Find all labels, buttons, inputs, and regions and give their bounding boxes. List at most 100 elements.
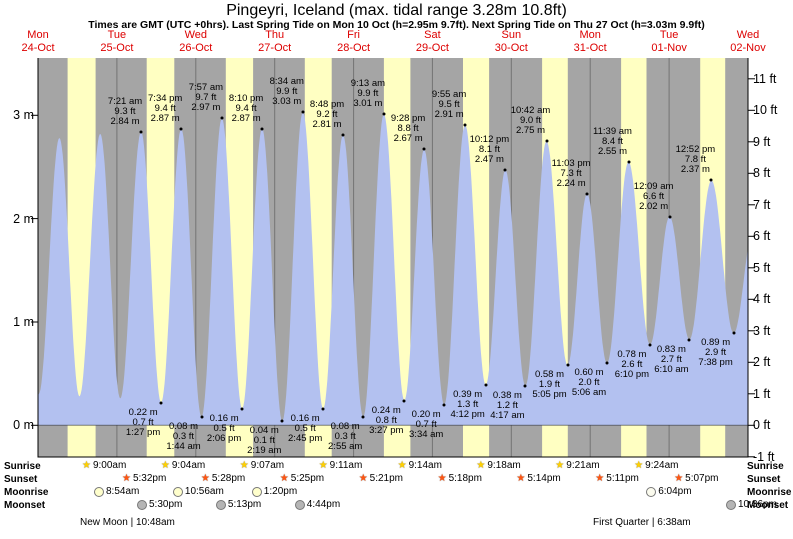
tide-point-dot [503,168,507,172]
high-tide-annotation: 9:55 am 9.5 ft 2.91 m [431,88,467,120]
high-tide-annotation: 12:09 am 6.6 ft 2.02 m [633,180,674,212]
moonrise-icon [251,486,262,497]
low-tide-annotation: 0.60 m 2.0 ft 5:06 am [571,367,607,399]
moonrise-icon [172,486,183,497]
high-tide-annotation: 7:57 am 9.7 ft 2.97 m [188,82,224,114]
meter-axis-label: 2 m [13,211,34,226]
sunset-icon: ★ [122,472,131,484]
high-tide-annotation: 9:28 pm 8.8 ft 2.67 m [390,113,426,145]
tide-point-dot [139,130,143,134]
low-tide-annotation: 0.83 m 2.7 ft 6:10 am [654,343,689,375]
moonrise-time: 8:54am [94,486,139,497]
tide-point-dot [159,401,163,405]
tide-point-dot [220,116,224,120]
day-label: Tue 25-Oct [100,29,134,54]
sunrise-time: ★ 9:07am [239,459,285,471]
tide-point-dot [463,123,467,127]
day-label: Sat 29-Oct [415,29,449,54]
sunset-time: ★ 5:28pm [200,472,246,484]
high-tide-annotation: 8:48 pm 9.2 ft 2.81 m [309,98,345,130]
sunset-time: ★ 5:21pm [358,472,404,484]
moonset-icon [137,499,147,510]
astro-row-label-right: Moonset [747,500,789,511]
tide-point-dot [280,419,284,423]
feet-axis-label: 8 ft [753,166,771,181]
sunrise-time: ★ 9:14am [397,459,442,471]
sunset-icon: ★ [279,472,289,484]
sunset-icon: ★ [358,472,368,484]
feet-axis-label: 3 ft [753,323,771,338]
astro-row-label-left: Moonset [4,500,46,511]
low-tide-annotation: 0.16 m 0.5 ft 2:45 pm [288,412,323,444]
tide-point-dot [668,215,672,219]
sunrise-time: ★ 9:18am [476,459,521,471]
moonset-time: 5:30pm [137,499,182,510]
tide-point-dot [709,178,713,182]
day-label: Wed 26-Oct [179,29,213,54]
moonrise-time: 10:56am [172,486,224,497]
low-tide-annotation: 0.78 m 2.6 ft 6:10 pm [614,348,650,380]
tide-point-dot [361,415,365,419]
astro-row-label-left: Sunrise [4,461,41,472]
low-tide-annotation: 0.08 m 0.3 ft 1:44 am [166,421,201,452]
sunset-icon: ★ [516,472,526,484]
day-label: Mon 31-Oct [573,29,607,54]
moonset-time: 10:36pm [726,499,777,510]
feet-axis-label: 9 ft [753,134,771,149]
sunset-icon: ★ [437,472,447,484]
moonrise-time: 6:04pm [646,486,692,497]
astro-row-label-right: Sunrise [747,461,784,472]
sunrise-icon: ★ [476,459,486,471]
tide-point-dot [341,133,345,137]
feet-axis-label: 4 ft [753,292,771,307]
moonrise-icon [94,486,104,497]
high-tide-annotation: 9:13 am 9.9 ft 3.01 m [350,78,386,110]
sunrise-time: ★ 9:21am [555,459,600,471]
moonrise-time: 1:20pm [251,486,297,497]
moon-phase-label: First Quarter | 6:38am [593,517,691,528]
high-tide-annotation: 7:21 am 9.3 ft 2.84 m [107,95,143,127]
sunset-time: ★ 5:07pm [674,472,719,484]
tide-point-dot [442,403,446,407]
day-label: Wed 02-Nov [730,29,766,54]
meter-axis-label: 0 m [13,418,34,433]
sunrise-icon: ★ [82,459,91,471]
low-tide-annotation: 0.89 m 2.9 ft 7:38 pm [698,337,733,369]
tide-point-dot [627,160,630,164]
tide-point-dot [260,127,264,131]
feet-axis-label: 11 ft [753,71,777,86]
page-title: Pingeyri, Iceland (max. tidal range 3.28… [226,2,567,19]
meter-axis-label: 1 m [13,315,34,329]
tide-point-dot [648,343,652,347]
high-tide-annotation: 12:52 pm 7.8 ft 2.37 m [675,144,716,176]
tide-point-dot [200,415,203,419]
moon-phase-label: New Moon | 10:48am [80,517,175,528]
sunset-icon: ★ [200,472,210,484]
tide-point-dot [402,399,406,402]
sunrise-time: ★ 9:04am [160,459,206,471]
high-tide-annotation: 10:42 am 9.0 ft 2.75 m [510,105,551,137]
meter-axis-label: 3 m [13,108,34,123]
sunrise-icon: ★ [318,459,328,471]
moonrise-icon [646,486,657,497]
day-label: Fri 28-Oct [337,29,371,54]
moonset-icon [215,499,226,510]
astro-row-label-left: Sunset [4,474,38,485]
high-tide-annotation: 11:03 pm 7.3 ft 2.24 m [551,157,591,189]
day-label: Tue 01-Nov [651,29,687,54]
moonset-icon [294,499,305,510]
tide-point-dot [179,127,183,131]
sunset-icon: ★ [595,472,605,484]
astro-row-label-right: Sunset [747,474,781,485]
feet-axis-label: 1 ft [753,386,771,401]
feet-axis-label: 5 ft [753,260,771,275]
tide-point-dot [382,112,386,116]
tide-point-dot [321,407,325,411]
feet-axis-label: 2 ft [753,355,771,370]
tide-point-dot [545,139,548,143]
sunset-time: ★ 5:14pm [516,472,561,484]
tide-point-dot [301,110,305,114]
astro-row-label-right: Moonrise [747,487,792,498]
